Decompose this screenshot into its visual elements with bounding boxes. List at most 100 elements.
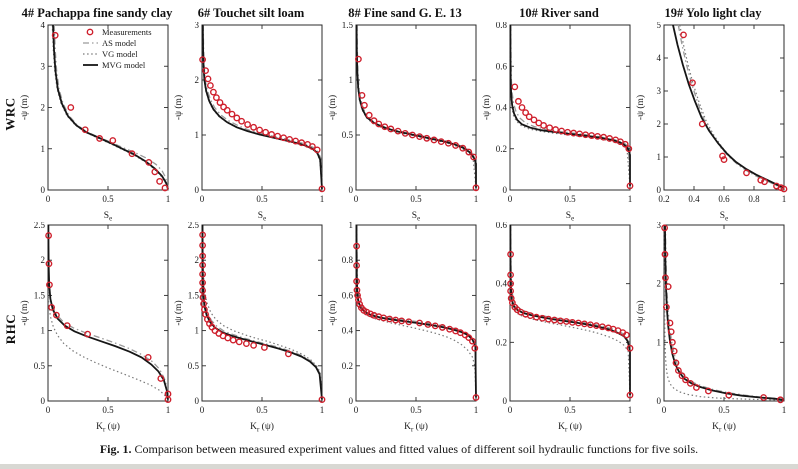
svg-text:0.8: 0.8: [342, 255, 354, 265]
svg-text:1: 1: [628, 194, 633, 204]
svg-text:0.5: 0.5: [342, 130, 354, 140]
svg-text:1: 1: [166, 405, 171, 415]
subplot-rhc-river-sand: 0 0.5 1 0 0.2 0.4 0.6 -ψ (m) Kr (ψ): [481, 220, 636, 438]
row-label-cell-rhc: RHC: [2, 222, 20, 435]
rhc-chart-fine-sand: 0 0.5 1 0 0.2 0.4 0.6 0.8 1 -ψ (m) Kr (ψ): [327, 220, 482, 438]
svg-text:0.6: 0.6: [718, 194, 730, 204]
svg-text:0.5: 0.5: [256, 405, 268, 415]
plot-title-yolo: 19# Yolo light clay: [664, 6, 762, 20]
svg-text:0.5: 0.5: [564, 405, 576, 415]
svg-text:Kr (ψ): Kr (ψ): [250, 421, 274, 433]
figure: WRC 4# Pachappa fine sandy clay 0 0.5 1 0 1 2…: [2, 5, 798, 456]
svg-text:0.6: 0.6: [496, 61, 508, 71]
rhc-chart-river-sand: 0 0.5 1 0 0.2 0.4 0.6 -ψ (m) Kr (ψ): [481, 220, 636, 438]
svg-text:1: 1: [41, 326, 46, 336]
svg-text:1: 1: [195, 130, 200, 140]
svg-text:3: 3: [41, 61, 46, 71]
svg-text:0.5: 0.5: [102, 194, 114, 204]
subplot-wrc-yolo: 19# Yolo light clay 0.2 0.4 0.6 0.8 1 0 1 2 3 4 5 -…: [635, 5, 790, 223]
svg-text:-ψ (m): -ψ (m): [636, 300, 646, 325]
plot-title-river-sand: 10# River sand: [519, 6, 599, 20]
svg-text:1: 1: [349, 75, 354, 85]
svg-text:-ψ (m): -ψ (m): [636, 95, 646, 120]
svg-text:0.4: 0.4: [496, 279, 508, 289]
subplot-rhc-fine-sand: 0 0.5 1 0 0.2 0.4 0.6 0.8 1 -ψ (m) Kr (ψ): [327, 220, 482, 438]
svg-text:0: 0: [195, 185, 200, 195]
svg-text:4: 4: [41, 22, 46, 30]
svg-text:MVG model: MVG model: [102, 60, 146, 70]
svg-text:0: 0: [200, 194, 205, 204]
svg-text:Kr (ψ): Kr (ψ): [558, 421, 582, 433]
plots-grid: WRC 4# Pachappa fine sandy clay 0 0.5 1 0 1 2…: [2, 5, 798, 435]
svg-text:-ψ (m): -ψ (m): [328, 95, 338, 120]
svg-text:Kr (ψ): Kr (ψ): [712, 421, 736, 433]
svg-text:2: 2: [657, 119, 662, 129]
subplot-wrc-river-sand: 10# River sand 0 0.5 1 0 0.2 0.4 0.6 0.8 -ψ (m) S…: [481, 5, 636, 223]
svg-text:-ψ (m): -ψ (m): [174, 95, 184, 120]
svg-text:0: 0: [354, 405, 359, 415]
svg-text:0: 0: [46, 405, 51, 415]
svg-text:1: 1: [657, 337, 662, 347]
svg-text:1.5: 1.5: [188, 290, 200, 300]
svg-text:0: 0: [46, 194, 51, 204]
svg-text:-ψ (m): -ψ (m): [20, 300, 30, 325]
svg-text:1: 1: [320, 405, 325, 415]
svg-text:0.8: 0.8: [496, 22, 508, 30]
svg-text:0.6: 0.6: [342, 290, 354, 300]
svg-text:0.5: 0.5: [718, 405, 730, 415]
svg-text:0.4: 0.4: [342, 326, 354, 336]
row-label-cell-wrc: WRC: [2, 5, 20, 222]
svg-text:0: 0: [508, 194, 513, 204]
svg-text:-ψ (m): -ψ (m): [482, 300, 492, 325]
svg-text:Kr (ψ): Kr (ψ): [404, 421, 428, 433]
svg-text:1: 1: [166, 194, 171, 204]
svg-text:Se: Se: [720, 211, 728, 222]
svg-text:0.5: 0.5: [256, 194, 268, 204]
svg-text:0.5: 0.5: [564, 194, 576, 204]
svg-text:3: 3: [657, 222, 662, 230]
caption-text: Comparison between measured experiment v…: [134, 442, 699, 456]
rhc-chart-touchet: 0 0.5 1 0 0.5 1 1.5 2 2.5 -ψ (m) Kr (ψ): [173, 220, 328, 438]
svg-text:AS model: AS model: [102, 38, 137, 48]
svg-text:3: 3: [195, 22, 200, 30]
svg-text:2.5: 2.5: [34, 222, 46, 230]
svg-text:1.5: 1.5: [342, 22, 354, 30]
svg-text:1: 1: [474, 194, 479, 204]
svg-text:0: 0: [349, 185, 354, 195]
svg-text:1: 1: [320, 194, 325, 204]
svg-text:0: 0: [657, 396, 662, 406]
plot-title-touchet: 6# Touchet silt loam: [197, 6, 305, 20]
svg-text:1: 1: [41, 144, 46, 154]
svg-text:1: 1: [657, 152, 662, 162]
svg-text:1.5: 1.5: [34, 290, 46, 300]
svg-text:0: 0: [41, 185, 46, 195]
svg-text:Se: Se: [412, 211, 420, 222]
subplot-wrc-touchet: 6# Touchet silt loam 0 0.5 1 0 1 2 3 -ψ (m) Se: [173, 5, 328, 223]
svg-text:0: 0: [508, 405, 513, 415]
svg-text:0.5: 0.5: [188, 361, 200, 371]
svg-text:2: 2: [41, 255, 46, 265]
svg-text:0: 0: [503, 185, 508, 195]
plot-title-pachappa: 4# Pachappa fine sandy clay: [21, 6, 173, 20]
wrc-chart-fine-sand: 0 0.5 1 0 0.5 1 1.5 -ψ (m) Se: [327, 20, 482, 227]
svg-text:4: 4: [657, 53, 662, 63]
svg-text:3: 3: [657, 86, 662, 96]
svg-text:1: 1: [628, 405, 633, 415]
svg-text:0.5: 0.5: [410, 194, 422, 204]
svg-text:0.4: 0.4: [496, 103, 508, 113]
svg-text:2: 2: [41, 103, 46, 113]
svg-text:0: 0: [349, 396, 354, 406]
svg-text:1: 1: [195, 326, 200, 336]
caption-label: Fig. 1.: [99, 442, 132, 456]
svg-text:Se: Se: [104, 211, 112, 222]
svg-text:-ψ (m): -ψ (m): [328, 300, 338, 325]
svg-text:1: 1: [474, 405, 479, 415]
subplot-wrc-fine-sand: 8# Fine sand G. E. 13 0 0.5 1 0 0.5 1 1.5 -ψ (m…: [327, 5, 482, 223]
svg-text:Se: Se: [258, 211, 266, 222]
svg-text:1: 1: [782, 194, 787, 204]
svg-text:1: 1: [782, 405, 787, 415]
svg-text:Se: Se: [566, 211, 574, 222]
svg-text:2: 2: [657, 279, 662, 289]
page-edge-strip: [0, 464, 798, 469]
svg-text:0.2: 0.2: [342, 361, 353, 371]
